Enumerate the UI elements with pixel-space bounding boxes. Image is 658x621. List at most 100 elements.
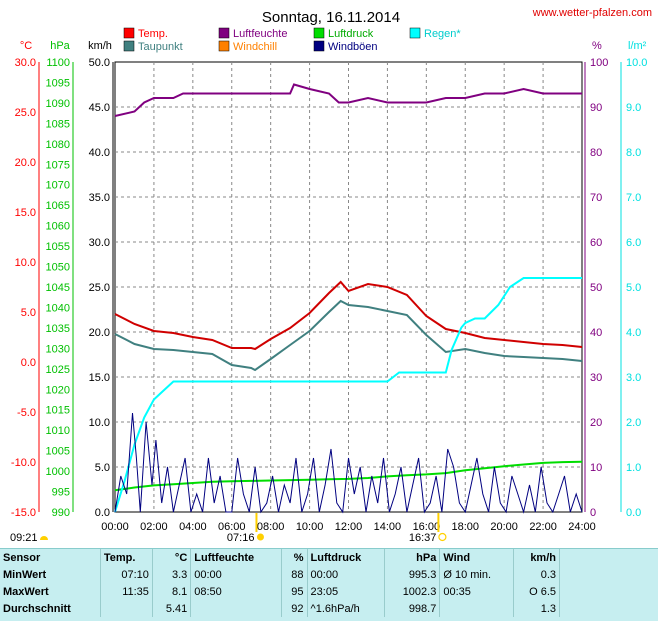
chart-title: Sonntag, 16.11.2014 xyxy=(262,9,400,26)
rain-unit-label: l/m² xyxy=(628,40,647,52)
temp-tick-label: 30.0 xyxy=(15,57,36,69)
stats-row-label: MinWert xyxy=(0,566,101,583)
x-tick-label: 20:00 xyxy=(490,521,518,533)
press-tick-label: 1000 xyxy=(46,466,70,478)
stats-table: Sensor Temp. °C Luftfeuchte % Luftdruck … xyxy=(0,549,560,617)
series-line xyxy=(114,412,583,514)
hum-tick-label: 80 xyxy=(590,147,602,159)
series-line xyxy=(114,277,582,513)
stats-panel: Sensor Temp. °C Luftfeuchte % Luftdruck … xyxy=(0,548,658,621)
stats-wind-value: O 6.5 xyxy=(513,583,560,600)
rain-tick-label: 5.0 xyxy=(626,282,641,294)
series-line xyxy=(114,83,582,117)
legend-label: Regen* xyxy=(424,28,461,40)
temp-tick-label: -10.0 xyxy=(11,457,36,469)
stats-header-temp-unit: °C xyxy=(152,549,192,566)
press-tick-label: 1005 xyxy=(46,446,70,458)
temp-tick-label: -5.0 xyxy=(17,407,36,419)
stats-wind-value: 1.3 xyxy=(513,600,560,617)
stats-wind-value: 0.3 xyxy=(513,566,560,583)
press-tick-label: 990 xyxy=(52,507,70,519)
wind-tick-label: 15.0 xyxy=(89,372,110,384)
press-tick-label: 1095 xyxy=(46,77,70,89)
wind-tick-label: 35.0 xyxy=(89,192,110,204)
hum-tick-label: 90 xyxy=(590,102,602,114)
rain-tick-label: 2.0 xyxy=(626,417,641,429)
legend-swatch xyxy=(313,27,325,39)
stats-row-min: MinWert 07:10 3.3 00:00 88 00:00 995.3 Ø… xyxy=(0,566,560,583)
stats-header-temp: Temp. xyxy=(100,549,153,566)
x-tick-label: 02:00 xyxy=(140,521,168,533)
x-tick-label: 18:00 xyxy=(451,521,479,533)
stats-pressure-time: 23:05 xyxy=(307,583,386,600)
press-tick-label: 1055 xyxy=(46,241,70,253)
legend: Temp. Luftfeuchte Luftdruck Regen* Taupunkt W… xyxy=(123,27,461,53)
temp-tick-label: 10.0 xyxy=(15,257,36,269)
press-tick-label: 1075 xyxy=(46,159,70,171)
x-tick-label: 04:00 xyxy=(179,521,207,533)
sun-icon xyxy=(438,532,447,542)
rain-tick-label: 9.0 xyxy=(626,102,641,114)
legend-label: Luftfeuchte xyxy=(233,28,287,40)
temp-tick-label: 25.0 xyxy=(15,107,36,119)
x-tick-label: 06:00 xyxy=(218,521,246,533)
wind-tick-label: 45.0 xyxy=(89,102,110,114)
stats-temp-value: 3.3 xyxy=(152,566,192,583)
sunset-time: 16:37 xyxy=(409,532,437,544)
x-tick-label: 08:00 xyxy=(257,521,285,533)
press-tick-label: 1040 xyxy=(46,302,70,314)
press-tick-label: 1030 xyxy=(46,343,70,355)
press-tick-label: 1080 xyxy=(46,139,70,151)
temp-unit-label: °C xyxy=(20,40,32,52)
stats-pressure-value: 1002.3 xyxy=(384,583,441,600)
stats-humidity-value: 88 xyxy=(281,566,308,583)
stats-pressure-value: 995.3 xyxy=(384,566,441,583)
stats-pressure-time: ^1.6hPa/h xyxy=(307,600,386,617)
press-tick-label: 995 xyxy=(52,487,70,499)
press-tick-label: 1060 xyxy=(46,221,70,233)
stats-header-wind: Wind xyxy=(439,549,515,566)
stats-row-avg: Durchschnitt 5.41 92 ^1.6hPa/h 998.7 1.3 xyxy=(0,600,560,617)
stats-pressure-value: 998.7 xyxy=(384,600,441,617)
stats-temp-value: 5.41 xyxy=(152,600,192,617)
series-line xyxy=(114,280,583,351)
stats-row-label: MaxWert xyxy=(0,583,101,600)
rain-tick-label: 8.0 xyxy=(626,147,641,159)
sunrise-time: 07:16 xyxy=(227,532,255,544)
stats-humidity-time: 08:50 xyxy=(190,583,282,600)
stats-header-wind-unit: km/h xyxy=(513,549,560,566)
wind-tick-label: 5.0 xyxy=(95,462,110,474)
moon-time: 09:21 xyxy=(10,532,38,544)
stats-header-humidity: Luftfeuchte xyxy=(190,549,282,566)
source-url[interactable]: www.wetter-pfalzen.com xyxy=(532,7,652,19)
legend-label: Luftdruck xyxy=(328,28,374,40)
stats-header-sensor: Sensor xyxy=(0,549,101,566)
press-tick-label: 1020 xyxy=(46,384,70,396)
rain-tick-label: 4.0 xyxy=(626,327,641,339)
x-tick-label: 22:00 xyxy=(529,521,557,533)
series-line xyxy=(114,460,583,492)
legend-swatch xyxy=(123,40,135,52)
legend-label: Windchill xyxy=(233,41,277,53)
legend-swatch xyxy=(218,40,230,52)
wind-tick-label: 25.0 xyxy=(89,282,110,294)
stats-temp-time xyxy=(100,600,153,617)
press-tick-label: 1010 xyxy=(46,425,70,437)
stats-wind-time xyxy=(439,600,515,617)
legend-label: Temp. xyxy=(138,28,168,40)
hum-tick-label: 40 xyxy=(590,327,602,339)
stats-wind-time: 00:35 xyxy=(439,583,515,600)
grid xyxy=(114,61,583,513)
stats-temp-time: 11:35 xyxy=(100,583,153,600)
legend-swatch xyxy=(123,27,135,39)
stats-header-row: Sensor Temp. °C Luftfeuchte % Luftdruck … xyxy=(0,549,560,566)
hum-tick-label: 10 xyxy=(590,462,602,474)
stats-header-pressure-unit: hPa xyxy=(384,549,441,566)
press-tick-label: 1070 xyxy=(46,180,70,192)
x-tick-label: 12:00 xyxy=(335,521,363,533)
stats-row-label: Durchschnitt xyxy=(0,600,101,617)
x-tick-label: 10:00 xyxy=(296,521,324,533)
temp-tick-label: -15.0 xyxy=(11,507,36,519)
press-tick-label: 1050 xyxy=(46,262,70,274)
series-layer xyxy=(114,83,583,514)
